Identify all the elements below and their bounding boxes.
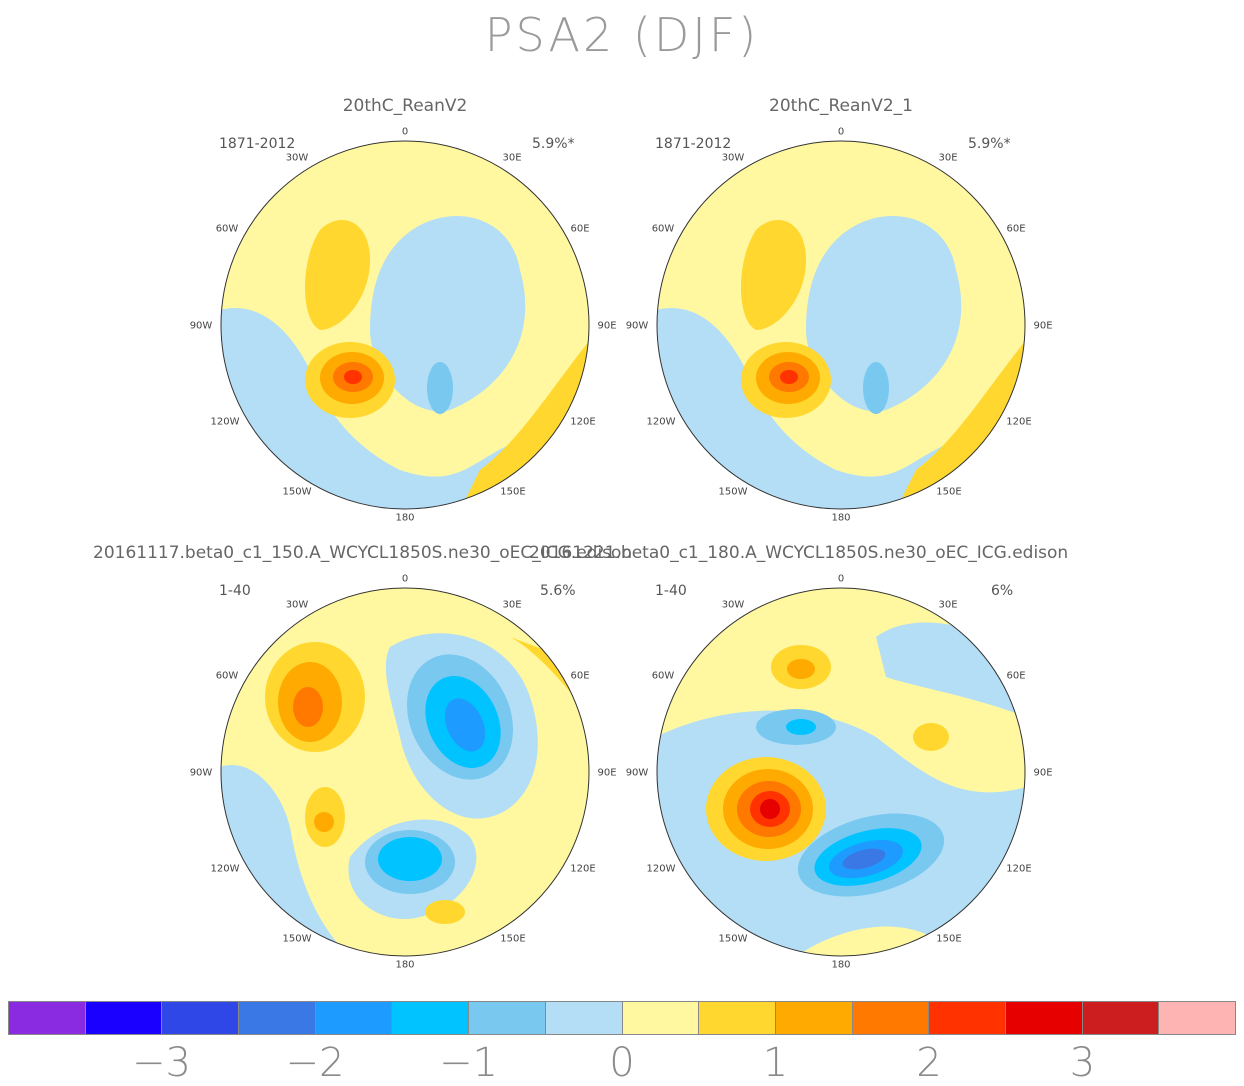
panel-title: 20161117.beta0_c1_150.A_WCYCL1850S.ne30_… bbox=[93, 543, 633, 563]
lon-label: 120E bbox=[570, 416, 596, 428]
colorbar-box bbox=[162, 1002, 240, 1034]
lon-label: 150W bbox=[282, 933, 312, 945]
lon-label: 180 bbox=[831, 959, 851, 971]
lon-label: 150E bbox=[500, 933, 526, 945]
colorbar-box bbox=[1082, 1002, 1160, 1034]
lon-label: 150W bbox=[282, 486, 312, 498]
lon-label: 180 bbox=[395, 512, 415, 524]
lon-label: 60W bbox=[215, 670, 239, 682]
colorbar-tick-label: 3 bbox=[1069, 1040, 1096, 1086]
lon-label: 30W bbox=[285, 599, 309, 611]
panel-3: 20161117.beta0_c1_150.A_WCYCL1850S.ne30_… bbox=[93, 543, 685, 983]
lon-label: 150E bbox=[936, 933, 962, 945]
lon-label: 90E bbox=[597, 767, 617, 779]
lon-label: 120W bbox=[646, 416, 676, 428]
colorbar-box bbox=[9, 1002, 86, 1034]
panel-variance: 6% bbox=[991, 583, 1014, 599]
lon-label: 30E bbox=[502, 599, 522, 611]
panel-4: 20161221.beta0_c1_180.A_WCYCL1850S.ne30_… bbox=[529, 543, 1121, 983]
lon-label: 120W bbox=[646, 863, 676, 875]
lon-label: 60E bbox=[1006, 670, 1026, 682]
lon-label: 90E bbox=[1033, 320, 1053, 332]
lon-label: 30E bbox=[502, 152, 522, 164]
lon-label: 0 bbox=[837, 126, 845, 138]
panel-period: 1-40 bbox=[655, 583, 687, 599]
panel-title: 20thC_ReanV2 bbox=[342, 96, 468, 116]
lon-label: 120W bbox=[210, 863, 240, 875]
panel-2: 20thC_ReanV2_1 1871-2012 5.9%* 0 30E 60E… bbox=[561, 96, 1121, 536]
colorbar-tick-label: −1 bbox=[439, 1040, 498, 1086]
lon-label: 90W bbox=[189, 320, 213, 332]
colorbar-box bbox=[699, 1002, 776, 1034]
lon-label: 0 bbox=[401, 126, 409, 138]
colorbar-box bbox=[775, 1002, 853, 1034]
lon-label: 90E bbox=[597, 320, 617, 332]
lon-label: 60E bbox=[1006, 223, 1026, 235]
colorbar-tick-label: −3 bbox=[132, 1040, 191, 1086]
panel-variance: 5.6% bbox=[540, 583, 576, 599]
colorbar bbox=[8, 1001, 1236, 1035]
lon-label: 150W bbox=[718, 486, 748, 498]
lon-label: 150E bbox=[936, 486, 962, 498]
lon-label: 90W bbox=[625, 767, 649, 779]
lon-label: 120E bbox=[570, 863, 596, 875]
colorbar-box bbox=[315, 1002, 393, 1034]
lon-label: 30W bbox=[721, 152, 745, 164]
panel-period: 1-40 bbox=[219, 583, 251, 599]
lon-label: 150W bbox=[718, 933, 748, 945]
polar-map bbox=[656, 587, 1026, 957]
panel-title: 20161221.beta0_c1_180.A_WCYCL1850S.ne30_… bbox=[529, 543, 1069, 563]
colorbar-tick-label: 2 bbox=[916, 1040, 942, 1086]
colorbar-box bbox=[1159, 1002, 1235, 1034]
panel-period: 1871-2012 bbox=[219, 136, 296, 152]
polar-map bbox=[220, 587, 590, 957]
colorbar-box bbox=[1005, 1002, 1083, 1034]
lon-label: 60E bbox=[570, 670, 590, 682]
colorbar-box bbox=[392, 1002, 470, 1034]
lon-label: 0 bbox=[401, 573, 409, 585]
figure-title: PSA2 (DJF) bbox=[484, 8, 760, 62]
colorbar-box bbox=[545, 1002, 623, 1034]
lon-label: 120E bbox=[1006, 416, 1032, 428]
lon-label: 30E bbox=[938, 599, 958, 611]
colorbar-tick-label: 1 bbox=[762, 1040, 789, 1086]
lon-label: 90E bbox=[1033, 767, 1053, 779]
lon-label: 30E bbox=[938, 152, 958, 164]
lon-label: 150E bbox=[500, 486, 526, 498]
panel-variance: 5.9%* bbox=[968, 136, 1011, 152]
lon-label: 90W bbox=[189, 767, 213, 779]
colorbar-box bbox=[469, 1002, 546, 1034]
lon-label: 30W bbox=[721, 599, 745, 611]
panel-period: 1871-2012 bbox=[655, 136, 732, 152]
lon-label: 180 bbox=[831, 512, 851, 524]
colorbar-box bbox=[239, 1002, 316, 1034]
polar-map bbox=[656, 140, 1026, 510]
lon-label: 60E bbox=[570, 223, 590, 235]
lon-label: 30W bbox=[285, 152, 309, 164]
colorbar-tick-label: 0 bbox=[609, 1040, 635, 1086]
colorbar-box bbox=[852, 1002, 930, 1034]
colorbar-box bbox=[929, 1002, 1006, 1034]
lon-label: 120E bbox=[1006, 863, 1032, 875]
colorbar-tick-label: −2 bbox=[285, 1040, 345, 1086]
polar-map bbox=[220, 140, 590, 510]
lon-label: 60W bbox=[651, 223, 675, 235]
lon-label: 180 bbox=[395, 959, 415, 971]
colorbar-box bbox=[85, 1002, 163, 1034]
lon-label: 0 bbox=[837, 573, 845, 585]
panel-title: 20thC_ReanV2_1 bbox=[769, 96, 913, 116]
panel-1: 20thC_ReanV2 1871-2012 5.9%* 0 30E 60E 9… bbox=[125, 96, 685, 536]
panel-variance: 5.9%* bbox=[532, 136, 575, 152]
lon-label: 90W bbox=[625, 320, 649, 332]
colorbar-box bbox=[622, 1002, 700, 1034]
lon-label: 60W bbox=[215, 223, 239, 235]
lon-label: 120W bbox=[210, 416, 240, 428]
lon-label: 60W bbox=[651, 670, 675, 682]
